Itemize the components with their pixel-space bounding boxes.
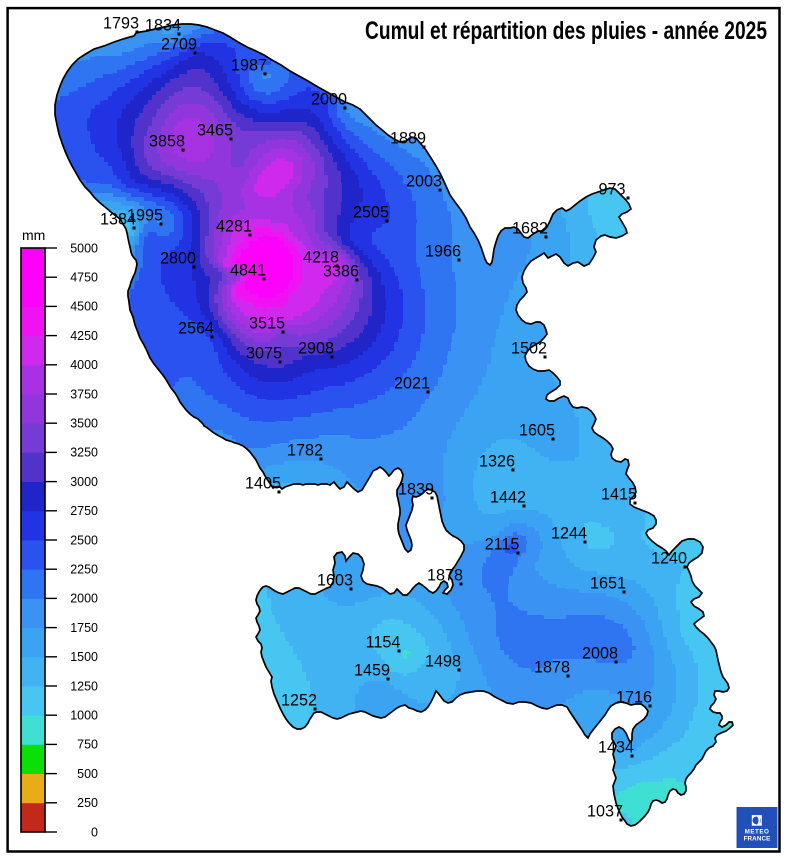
svg-text:1000: 1000 (70, 709, 98, 723)
svg-text:1834: 1834 (145, 17, 181, 35)
svg-text:1244: 1244 (551, 525, 587, 543)
svg-text:3858: 3858 (149, 133, 185, 151)
svg-text:2750: 2750 (70, 504, 98, 518)
svg-text:mm: mm (22, 227, 45, 243)
svg-text:1987: 1987 (231, 57, 267, 75)
svg-text:1716: 1716 (616, 689, 652, 707)
svg-text:1442: 1442 (490, 489, 526, 507)
svg-text:1240: 1240 (651, 550, 687, 568)
svg-text:2008: 2008 (582, 645, 618, 663)
svg-text:1415: 1415 (601, 486, 637, 504)
svg-text:1839: 1839 (398, 481, 434, 499)
svg-text:1252: 1252 (281, 692, 317, 710)
svg-text:4218: 4218 (303, 249, 339, 267)
svg-text:3386: 3386 (323, 263, 359, 281)
svg-text:1682: 1682 (512, 220, 548, 238)
svg-text:1995: 1995 (127, 207, 163, 225)
svg-text:1750: 1750 (70, 621, 98, 635)
svg-text:1498: 1498 (425, 653, 461, 671)
svg-text:3075: 3075 (246, 345, 282, 363)
svg-text:1434: 1434 (598, 739, 634, 757)
svg-text:1651: 1651 (590, 575, 626, 593)
svg-text:4841: 4841 (230, 262, 266, 280)
svg-text:0: 0 (91, 825, 98, 839)
svg-text:3000: 3000 (70, 475, 98, 489)
svg-text:4250: 4250 (70, 329, 98, 343)
svg-text:750: 750 (77, 738, 98, 752)
svg-text:1603: 1603 (317, 572, 353, 590)
svg-text:2000: 2000 (70, 592, 98, 606)
svg-text:1878: 1878 (427, 567, 463, 585)
svg-text:2500: 2500 (70, 533, 98, 547)
svg-text:973: 973 (598, 181, 625, 199)
svg-text:5000: 5000 (70, 241, 98, 255)
svg-text:4000: 4000 (70, 358, 98, 372)
svg-text:1966: 1966 (425, 243, 461, 261)
svg-text:2800: 2800 (160, 250, 196, 268)
svg-text:1384: 1384 (100, 211, 136, 229)
svg-text:1782: 1782 (287, 442, 323, 460)
svg-text:2250: 2250 (70, 563, 98, 577)
svg-text:2505: 2505 (353, 204, 389, 222)
svg-text:2564: 2564 (178, 320, 214, 338)
svg-text:3465: 3465 (197, 122, 233, 140)
svg-text:250: 250 (77, 796, 98, 810)
svg-text:4500: 4500 (70, 300, 98, 314)
svg-text:2115: 2115 (485, 536, 520, 554)
svg-text:2709: 2709 (161, 36, 197, 54)
svg-text:2003: 2003 (406, 173, 442, 191)
svg-text:500: 500 (77, 767, 98, 781)
svg-text:4750: 4750 (70, 271, 98, 285)
svg-text:FRANCE: FRANCE (744, 835, 771, 842)
svg-text:1326: 1326 (479, 453, 515, 471)
svg-text:2908: 2908 (298, 340, 334, 358)
svg-text:3500: 3500 (70, 417, 98, 431)
svg-text:2000: 2000 (311, 91, 347, 109)
svg-text:1459: 1459 (354, 662, 390, 680)
svg-text:4281: 4281 (216, 218, 252, 236)
svg-text:1154: 1154 (366, 634, 401, 652)
svg-text:1500: 1500 (70, 650, 98, 664)
svg-text:2021: 2021 (394, 375, 430, 393)
svg-text:3750: 3750 (70, 387, 98, 401)
svg-text:1605: 1605 (519, 422, 555, 440)
svg-text:1889: 1889 (390, 130, 426, 148)
svg-text:1502: 1502 (511, 340, 547, 358)
svg-text:3515: 3515 (249, 315, 285, 333)
svg-text:1878: 1878 (534, 659, 570, 677)
svg-text:1037: 1037 (587, 803, 623, 821)
svg-text:1250: 1250 (70, 679, 98, 693)
svg-text:Cumul et répartition des pluie: Cumul et répartition des pluies - année … (365, 17, 767, 45)
svg-text:3250: 3250 (70, 446, 98, 460)
svg-text:METEO: METEO (745, 828, 770, 835)
svg-text:1793: 1793 (103, 15, 139, 33)
svg-text:1405: 1405 (245, 475, 281, 493)
